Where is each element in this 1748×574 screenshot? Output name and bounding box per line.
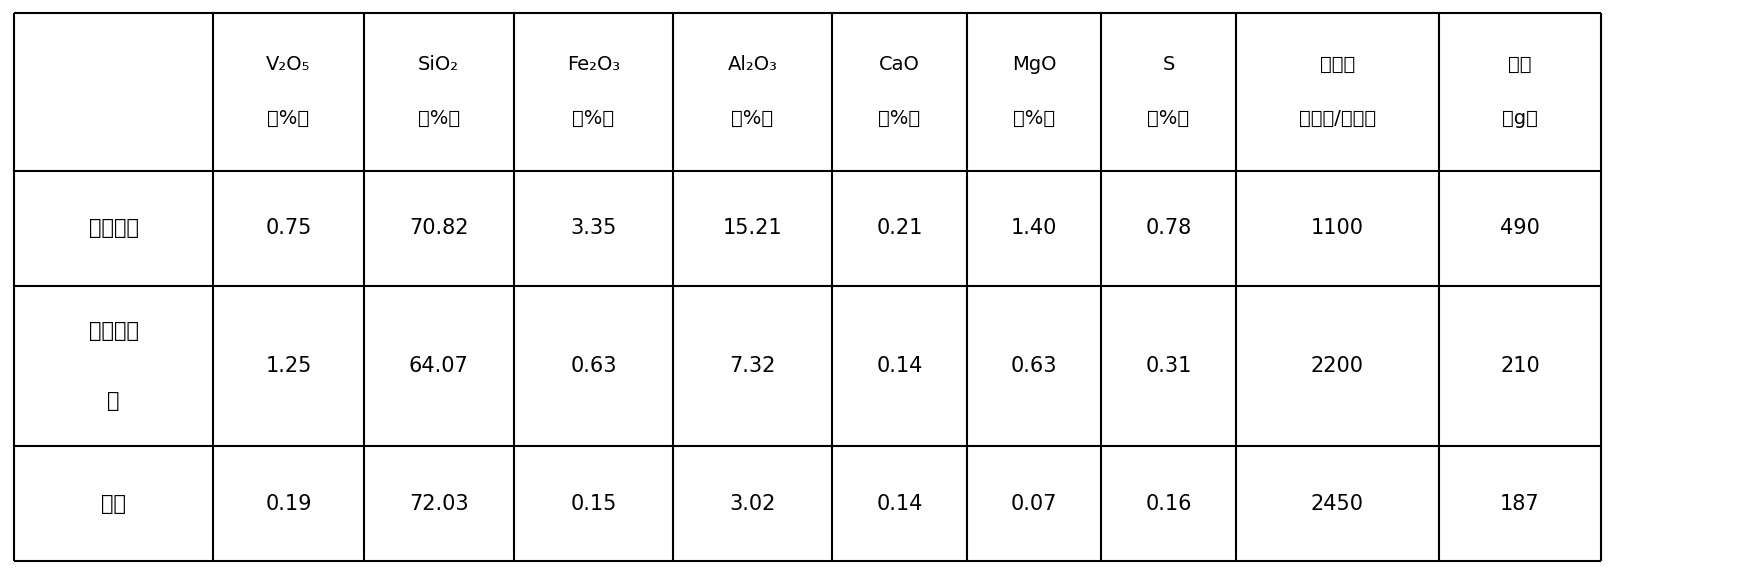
Text: 0.07: 0.07 [1010, 494, 1058, 514]
Text: 0.19: 0.19 [266, 494, 311, 514]
Text: （%）: （%） [731, 109, 774, 128]
Text: 72.03: 72.03 [409, 494, 468, 514]
Text: 15.21: 15.21 [722, 218, 783, 238]
Text: 0.78: 0.78 [1145, 218, 1192, 238]
Text: 70.82: 70.82 [409, 218, 468, 238]
Text: （g）: （g） [1502, 109, 1538, 128]
Text: Fe₂O₃: Fe₂O₃ [566, 55, 621, 74]
Text: 3.35: 3.35 [570, 218, 617, 238]
Text: 187: 187 [1500, 494, 1540, 514]
Text: 矿: 矿 [107, 391, 121, 412]
Text: 1.40: 1.40 [1010, 218, 1058, 238]
Text: Al₂O₃: Al₂O₃ [727, 55, 778, 74]
Text: 0.14: 0.14 [876, 494, 923, 514]
Text: 2200: 2200 [1311, 356, 1363, 376]
Text: MgO: MgO [1012, 55, 1056, 74]
Text: 1100: 1100 [1311, 218, 1363, 238]
Text: （%）: （%） [267, 109, 309, 128]
Text: 64.07: 64.07 [409, 356, 468, 376]
Text: S: S [1162, 55, 1175, 74]
Text: 0.14: 0.14 [876, 356, 923, 376]
Text: 富碳钒精: 富碳钒精 [89, 321, 138, 340]
Text: 1.25: 1.25 [266, 356, 311, 376]
Text: （%）: （%） [1012, 109, 1056, 128]
Text: CaO: CaO [879, 55, 919, 74]
Text: （%）: （%） [877, 109, 921, 128]
Text: 0.15: 0.15 [570, 494, 617, 514]
Text: SiO₂: SiO₂ [418, 55, 460, 74]
Text: 2450: 2450 [1311, 494, 1363, 514]
Text: （%）: （%） [572, 109, 615, 128]
Text: 质量: 质量 [1509, 55, 1531, 74]
Text: 490: 490 [1500, 218, 1540, 238]
Text: 发热値: 发热値 [1320, 55, 1355, 74]
Text: 0.63: 0.63 [570, 356, 617, 376]
Text: 0.16: 0.16 [1145, 494, 1192, 514]
Text: 0.31: 0.31 [1145, 356, 1192, 376]
Text: 石煤原矿: 石煤原矿 [89, 218, 138, 238]
Text: 0.75: 0.75 [266, 218, 311, 238]
Text: （大卡/千克）: （大卡/千克） [1299, 109, 1376, 128]
Text: （%）: （%） [1147, 109, 1190, 128]
Text: （%）: （%） [418, 109, 460, 128]
Text: 0.21: 0.21 [876, 218, 923, 238]
Text: 0.63: 0.63 [1010, 356, 1058, 376]
Text: 3.02: 3.02 [729, 494, 776, 514]
Text: 煤粉: 煤粉 [101, 494, 126, 514]
Text: 7.32: 7.32 [729, 356, 776, 376]
Text: V₂O₅: V₂O₅ [266, 55, 311, 74]
Text: 210: 210 [1500, 356, 1540, 376]
